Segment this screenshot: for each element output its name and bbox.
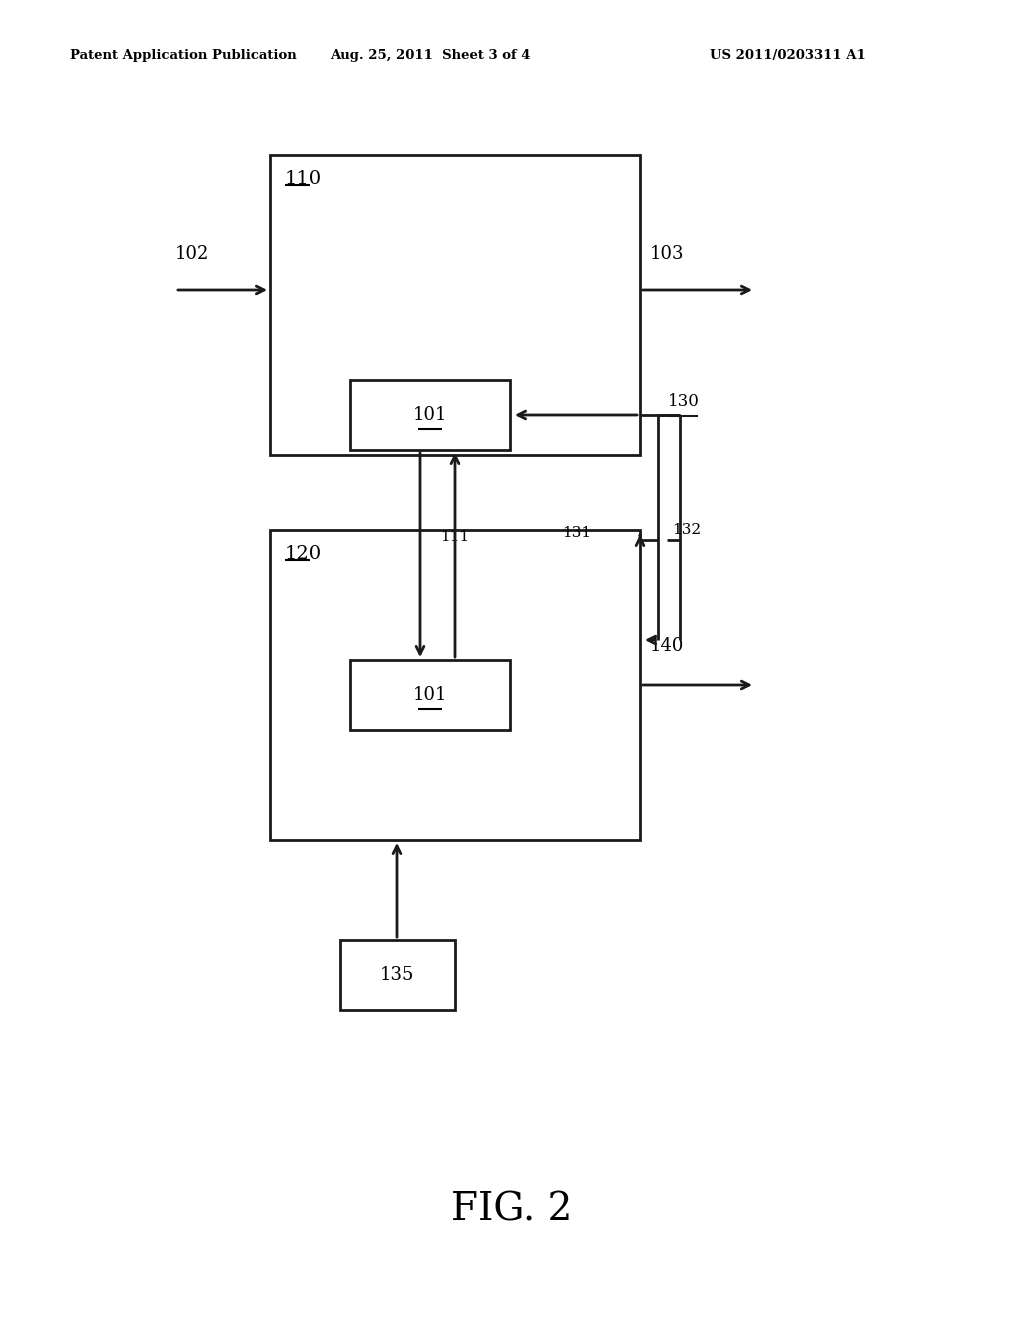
Text: 132: 132: [672, 523, 701, 537]
Text: Aug. 25, 2011  Sheet 3 of 4: Aug. 25, 2011 Sheet 3 of 4: [330, 49, 530, 62]
Text: Patent Application Publication: Patent Application Publication: [70, 49, 297, 62]
Text: US 2011/0203311 A1: US 2011/0203311 A1: [710, 49, 865, 62]
Text: 103: 103: [650, 246, 684, 263]
Bar: [270, 531, 640, 840]
Text: FIG. 2: FIG. 2: [452, 1192, 572, 1229]
Text: 102: 102: [175, 246, 209, 263]
Text: 130: 130: [668, 393, 699, 411]
Text: 101: 101: [413, 407, 447, 424]
Bar: [270, 154, 640, 455]
Text: 101: 101: [413, 686, 447, 704]
Bar: [340, 940, 455, 1010]
Text: 120: 120: [285, 545, 323, 564]
Text: 135: 135: [380, 966, 414, 983]
Text: 131: 131: [562, 525, 591, 540]
Bar: [350, 660, 510, 730]
Text: 110: 110: [285, 170, 323, 187]
Text: 111: 111: [440, 531, 469, 544]
Bar: [350, 380, 510, 450]
Text: 140: 140: [650, 638, 684, 655]
